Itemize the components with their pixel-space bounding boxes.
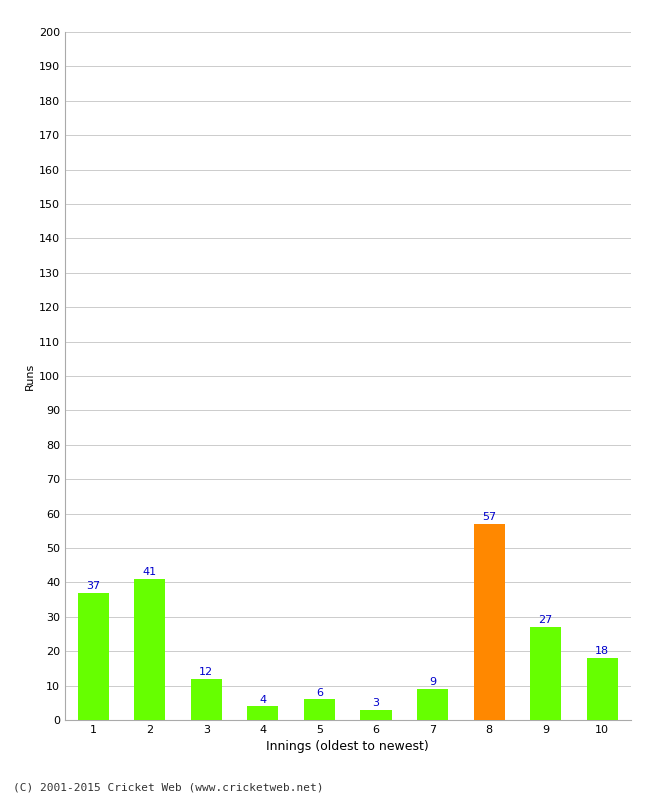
Text: 37: 37 [86, 581, 100, 591]
Text: 3: 3 [372, 698, 380, 708]
Text: 12: 12 [200, 667, 213, 677]
X-axis label: Innings (oldest to newest): Innings (oldest to newest) [266, 741, 429, 754]
Bar [417, 689, 448, 720]
Bar [248, 706, 278, 720]
Bar [78, 593, 109, 720]
Y-axis label: Runs: Runs [25, 362, 35, 390]
Bar [474, 524, 504, 720]
Text: 4: 4 [259, 694, 266, 705]
Text: 41: 41 [143, 567, 157, 578]
Bar [587, 658, 618, 720]
Text: 9: 9 [429, 678, 436, 687]
Bar [361, 710, 391, 720]
Bar [304, 699, 335, 720]
Text: 6: 6 [316, 688, 323, 698]
Text: 18: 18 [595, 646, 609, 656]
Text: (C) 2001-2015 Cricket Web (www.cricketweb.net): (C) 2001-2015 Cricket Web (www.cricketwe… [13, 782, 324, 792]
Bar [135, 579, 165, 720]
Text: 27: 27 [539, 615, 552, 626]
Text: 57: 57 [482, 512, 496, 522]
Bar [191, 678, 222, 720]
Bar [530, 627, 561, 720]
